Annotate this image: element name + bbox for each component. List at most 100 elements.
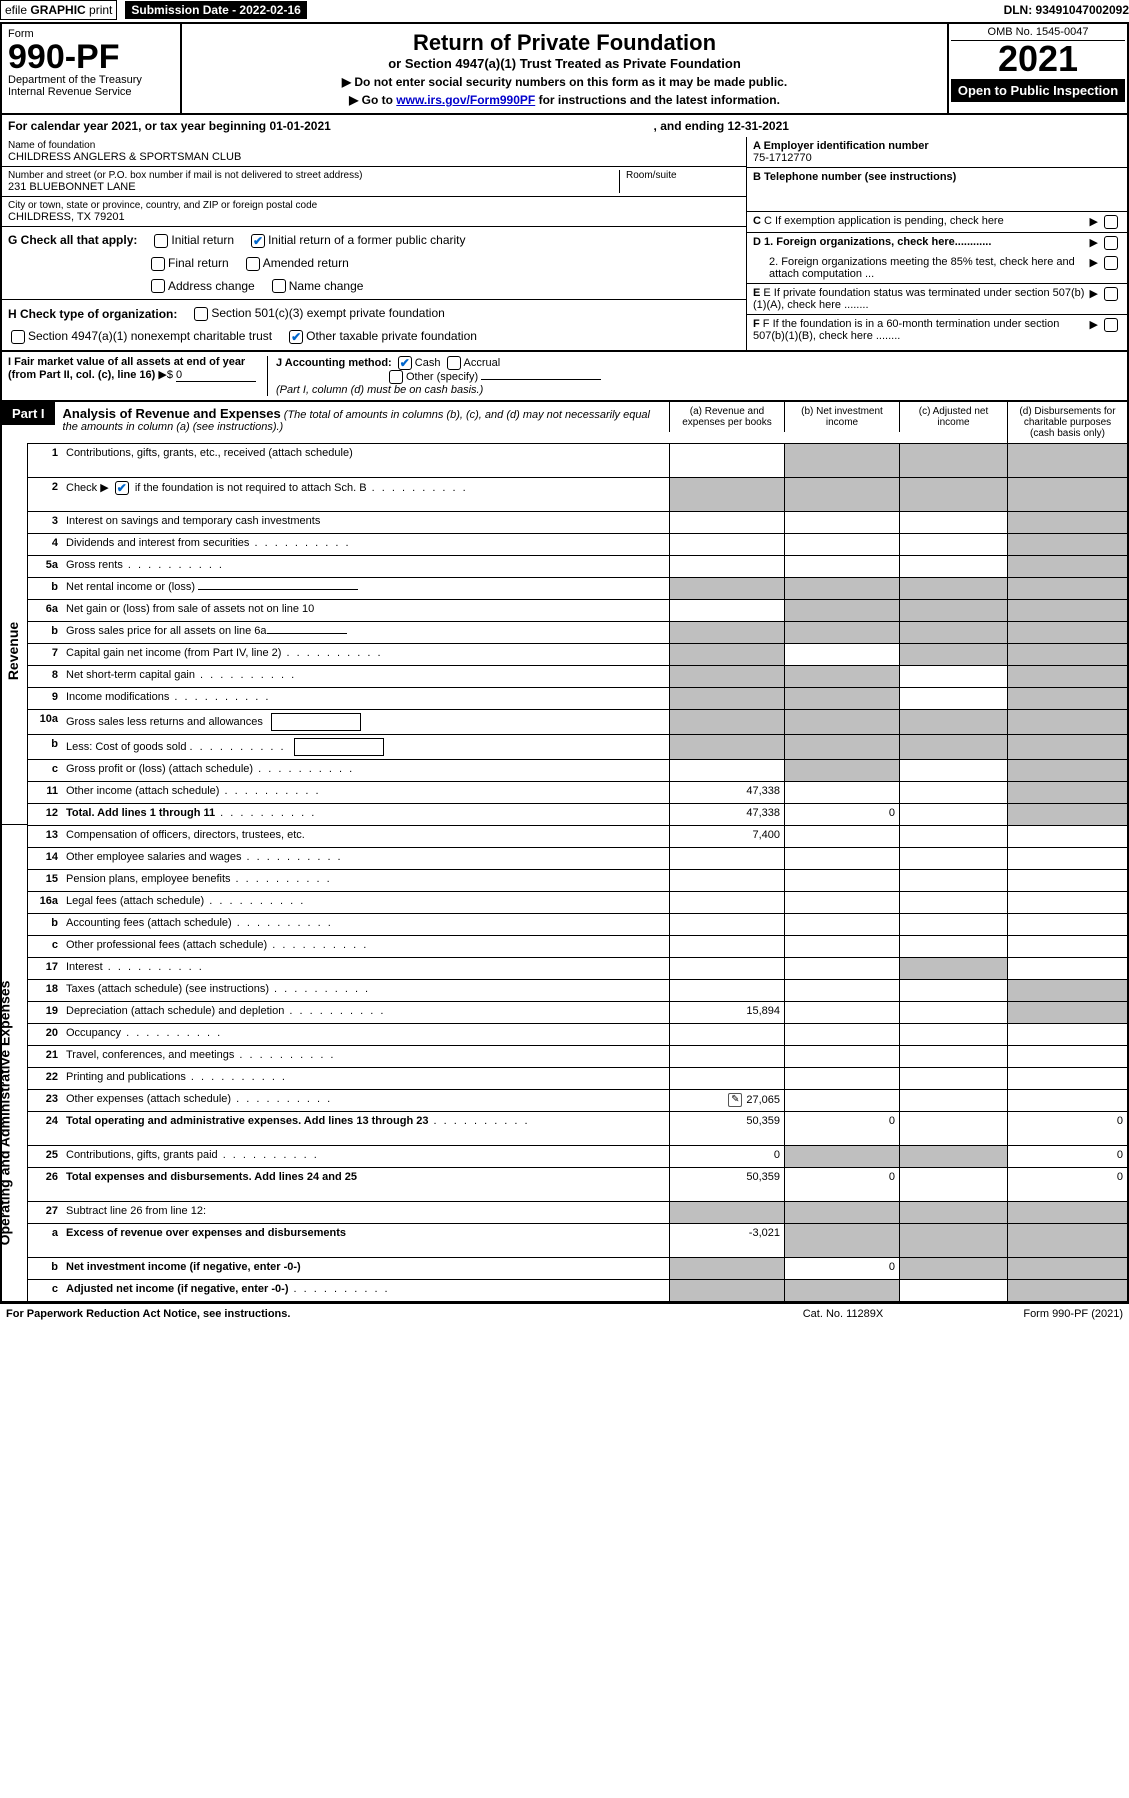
- row-3: Interest on savings and temporary cash i…: [62, 512, 669, 533]
- e-text: E If private foundation status was termi…: [753, 287, 1084, 311]
- cash-checkbox[interactable]: [398, 356, 412, 370]
- other-method-checkbox[interactable]: [389, 370, 403, 384]
- revenue-sidebar: Revenue: [2, 443, 28, 825]
- r11-a: 47,338: [669, 782, 784, 803]
- header-right: OMB No. 1545-0047 2021 Open to Public In…: [947, 24, 1127, 113]
- row-4: Dividends and interest from securities: [62, 534, 669, 555]
- row-14: Other employee salaries and wages: [62, 848, 669, 869]
- submission-date: 2022-02-16: [239, 3, 300, 17]
- ij-left: I Fair market value of all assets at end…: [2, 352, 1127, 400]
- row-6a: Net gain or (loss) from sale of assets n…: [62, 600, 669, 621]
- part-1-title: Analysis of Revenue and Expenses: [63, 406, 281, 421]
- 4947-checkbox[interactable]: [11, 330, 25, 344]
- footer-left: For Paperwork Reduction Act Notice, see …: [6, 1308, 743, 1320]
- r26-b: 0: [784, 1168, 899, 1201]
- row-10c: Gross profit or (loss) (attach schedule): [62, 760, 669, 781]
- r24-text: Total operating and administrative expen…: [66, 1115, 428, 1127]
- attachment-icon[interactable]: ✎: [728, 1093, 742, 1107]
- expenses-body: Operating and Administrative Expenses 13…: [2, 825, 1127, 1301]
- footer-form-ref: Form 990-PF (2021): [943, 1308, 1123, 1320]
- row-13: Compensation of officers, directors, tru…: [62, 826, 669, 847]
- street-cell: Number and street (or P.O. box number if…: [2, 167, 746, 197]
- initial-return-former-checkbox[interactable]: [251, 234, 265, 248]
- entity-info-grid: Name of foundation CHILDRESS ANGLERS & S…: [0, 137, 1129, 352]
- expenses-vlabel: Operating and Administrative Expenses: [0, 981, 12, 1246]
- other-taxable-checkbox[interactable]: [289, 330, 303, 344]
- ein-cell: A Employer identification number 75-1712…: [747, 137, 1127, 168]
- page-footer: For Paperwork Reduction Act Notice, see …: [0, 1303, 1129, 1324]
- g-o1: Initial return: [171, 233, 234, 247]
- r23-a-val: 27,065: [746, 1094, 780, 1106]
- footer-form-text: Form 990-PF (2021): [1023, 1308, 1123, 1320]
- r6b-text: Gross sales price for all assets on line…: [66, 625, 267, 637]
- header-left: Form 990-PF Department of the Treasury I…: [2, 24, 182, 113]
- street-address: 231 BLUEBONNET LANE: [8, 181, 615, 193]
- h-o2: Section 4947(a)(1) nonexempt charitable …: [28, 329, 272, 343]
- instructions-link[interactable]: www.irs.gov/Form990PF: [396, 93, 535, 107]
- row-16c: Other professional fees (attach schedule…: [62, 936, 669, 957]
- final-return-checkbox[interactable]: [151, 257, 165, 271]
- dln-label: DLN: 93491047002092: [1004, 3, 1129, 17]
- form-title: Return of Private Foundation: [188, 30, 941, 56]
- foreign-org-checkbox[interactable]: [1104, 236, 1118, 250]
- 501c3-checkbox[interactable]: [194, 307, 208, 321]
- g-o4: Amended return: [263, 256, 349, 270]
- section-e: E E If private foundation status was ter…: [747, 284, 1127, 315]
- row-16a: Legal fees (attach schedule): [62, 892, 669, 913]
- form-subtitle: or Section 4947(a)(1) Trust Treated as P…: [188, 56, 941, 71]
- revenue-rows: 1Contributions, gifts, grants, etc., rec…: [28, 443, 1127, 825]
- r5b-text: Net rental income or (loss): [66, 581, 195, 593]
- col-c-header: (c) Adjusted net income: [899, 402, 1007, 432]
- 60-month-checkbox[interactable]: [1104, 318, 1118, 332]
- address-change-checkbox[interactable]: [151, 279, 165, 293]
- j-label: J Accounting method:: [276, 357, 392, 369]
- phone-label: B Telephone number (see instructions): [753, 171, 956, 183]
- efile-bold: GRAPHIC: [30, 3, 85, 17]
- dept-line-2: Internal Revenue Service: [8, 86, 174, 98]
- row-25: Contributions, gifts, grants paid: [62, 1146, 669, 1167]
- r27b-b: 0: [784, 1258, 899, 1279]
- form-header: Form 990-PF Department of the Treasury I…: [0, 22, 1129, 115]
- r27c-text: Adjusted net income (if negative, enter …: [66, 1283, 288, 1295]
- ein-value: 75-1712770: [753, 152, 1121, 164]
- r24-d: 0: [1007, 1112, 1127, 1145]
- accrual-checkbox[interactable]: [447, 356, 461, 370]
- revenue-vlabel: Revenue: [5, 622, 21, 680]
- j-note: (Part I, column (d) must be on cash basi…: [276, 384, 483, 396]
- row-26: Total expenses and disbursements. Add li…: [62, 1168, 669, 1201]
- row-22: Printing and publications: [62, 1068, 669, 1089]
- r23-a: ✎ 27,065: [669, 1090, 784, 1111]
- row-5a: Gross rents: [62, 556, 669, 577]
- r12-a: 47,338: [669, 804, 784, 825]
- section-f: F F If the foundation is in a 60-month t…: [747, 315, 1127, 345]
- row-18: Taxes (attach schedule) (see instruction…: [62, 980, 669, 1001]
- section-h: H Check type of organization: Section 50…: [2, 300, 746, 350]
- h-o3: Other taxable private foundation: [306, 329, 477, 343]
- foreign-85-checkbox[interactable]: [1104, 256, 1118, 270]
- form-number: 990-PF: [8, 40, 174, 74]
- j-cash: Cash: [415, 357, 441, 369]
- status-terminated-checkbox[interactable]: [1104, 287, 1118, 301]
- part-1: Part I Analysis of Revenue and Expenses …: [0, 402, 1129, 1303]
- dept-line-1: Department of the Treasury: [8, 74, 174, 86]
- r24-b: 0: [784, 1112, 899, 1145]
- amended-return-checkbox[interactable]: [246, 257, 260, 271]
- d2-text: 2. Foreign organizations meeting the 85%…: [753, 256, 1089, 280]
- col-a-header: (a) Revenue and expenses per books: [669, 402, 784, 432]
- r27a-text: Excess of revenue over expenses and disb…: [66, 1227, 346, 1239]
- footer-cat-no: Cat. No. 11289X: [743, 1308, 943, 1320]
- row-27c: Adjusted net income (if negative, enter …: [62, 1280, 669, 1301]
- row-2: Check ▶ if the foundation is not require…: [62, 478, 669, 511]
- f-text: F If the foundation is in a 60-month ter…: [753, 318, 1059, 342]
- initial-return-checkbox[interactable]: [154, 234, 168, 248]
- phone-cell: B Telephone number (see instructions): [747, 168, 1127, 212]
- col-b-header: (b) Net investment income: [784, 402, 899, 432]
- c-text: C If exemption application is pending, c…: [764, 215, 1004, 227]
- sch-b-not-required-checkbox[interactable]: [115, 481, 129, 495]
- row-16b: Accounting fees (attach schedule): [62, 914, 669, 935]
- row-24: Total operating and administrative expen…: [62, 1112, 669, 1145]
- name-change-checkbox[interactable]: [272, 279, 286, 293]
- exemption-pending-checkbox[interactable]: [1104, 215, 1118, 229]
- row-5b: Net rental income or (loss): [62, 578, 669, 599]
- row-9: Income modifications: [62, 688, 669, 709]
